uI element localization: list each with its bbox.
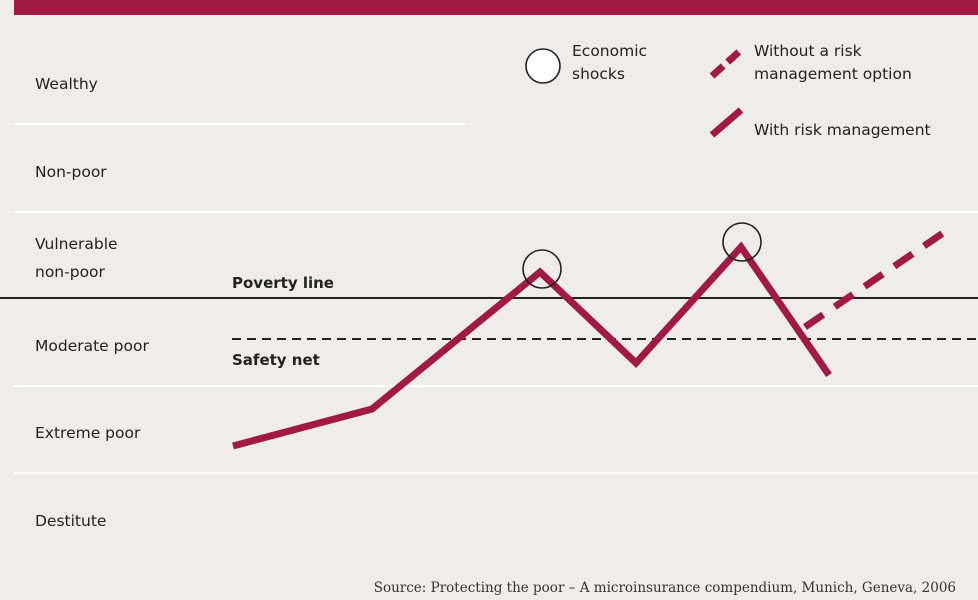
- legend-shocks-label: Economic shocks: [572, 42, 648, 83]
- poverty-line-label: Poverty line: [232, 274, 334, 292]
- shock-circle-2: [722, 222, 762, 262]
- band-divider-moderate: [14, 385, 978, 387]
- band-label-moderate: Moderate poor: [35, 337, 149, 355]
- legend-without-label: Without a risk management option: [754, 42, 912, 83]
- safety-net-label: Safety net: [232, 351, 320, 369]
- income-trajectory-line: [232, 241, 832, 450]
- legend-with-line-icon: [709, 107, 744, 138]
- risk-management-dashed-line: [803, 228, 948, 330]
- band-label-wealthy: Wealthy: [35, 75, 98, 93]
- legend-shock-circle-icon: [525, 48, 561, 84]
- band-label-nonpoor: Non-poor: [35, 163, 107, 181]
- band-label-destitute: Destitute: [35, 512, 107, 530]
- legend-without-dash-icon: [709, 47, 744, 79]
- legend-with-label: With risk management: [754, 121, 931, 139]
- band-divider-extreme: [14, 472, 978, 474]
- band-label-extreme: Extreme poor: [35, 424, 141, 442]
- title-bar: [14, 0, 978, 15]
- band-label-vulnerable: Vulnerable non-poor: [35, 235, 118, 281]
- band-divider-wealthy: [14, 123, 466, 125]
- band-divider-nonpoor: [14, 211, 978, 213]
- source-note: Source: Protecting the poor – A microins…: [373, 580, 956, 596]
- shock-circle-1: [522, 249, 562, 289]
